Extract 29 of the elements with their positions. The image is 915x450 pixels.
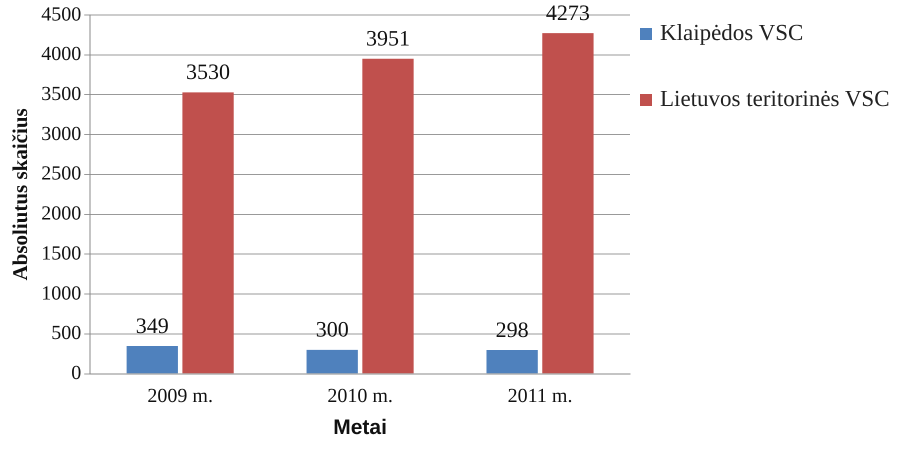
y-tick-label: 1500 bbox=[41, 242, 82, 264]
legend-label: Klaipėdos VSC bbox=[660, 20, 804, 46]
data-label: 4273 bbox=[546, 0, 590, 25]
x-tick-label: 2010 m. bbox=[327, 385, 393, 408]
x-tick-label: 2011 m. bbox=[508, 385, 572, 408]
x-tick-label: 2009 m. bbox=[147, 385, 213, 408]
legend-label: Lietuvos teritorinės VSC bbox=[660, 86, 890, 112]
data-label: 349 bbox=[136, 312, 169, 338]
y-tick-label: 4500 bbox=[41, 3, 82, 26]
y-axis-title: Absoliutus skaičius bbox=[8, 108, 32, 280]
bar bbox=[306, 350, 358, 374]
y-tick-label: 3000 bbox=[41, 122, 82, 145]
data-label: 3530 bbox=[186, 59, 230, 84]
data-label: 3951 bbox=[366, 26, 410, 51]
y-tick-label: 500 bbox=[51, 322, 82, 344]
data-label: 298 bbox=[496, 316, 529, 342]
bar bbox=[542, 33, 594, 374]
bar bbox=[486, 350, 538, 374]
x-axis-title: Metai bbox=[333, 416, 387, 440]
y-tick-label: 1000 bbox=[41, 282, 82, 304]
y-tick-label: 0 bbox=[71, 362, 82, 384]
y-tick-label: 3500 bbox=[41, 82, 82, 105]
y-tick-label: 2500 bbox=[41, 162, 82, 185]
bar bbox=[362, 58, 414, 374]
y-tick-label: 4000 bbox=[41, 43, 82, 66]
y-tick-label: 2000 bbox=[41, 202, 82, 225]
data-label: 300 bbox=[316, 316, 349, 342]
bar bbox=[182, 92, 234, 374]
bar bbox=[126, 346, 178, 374]
